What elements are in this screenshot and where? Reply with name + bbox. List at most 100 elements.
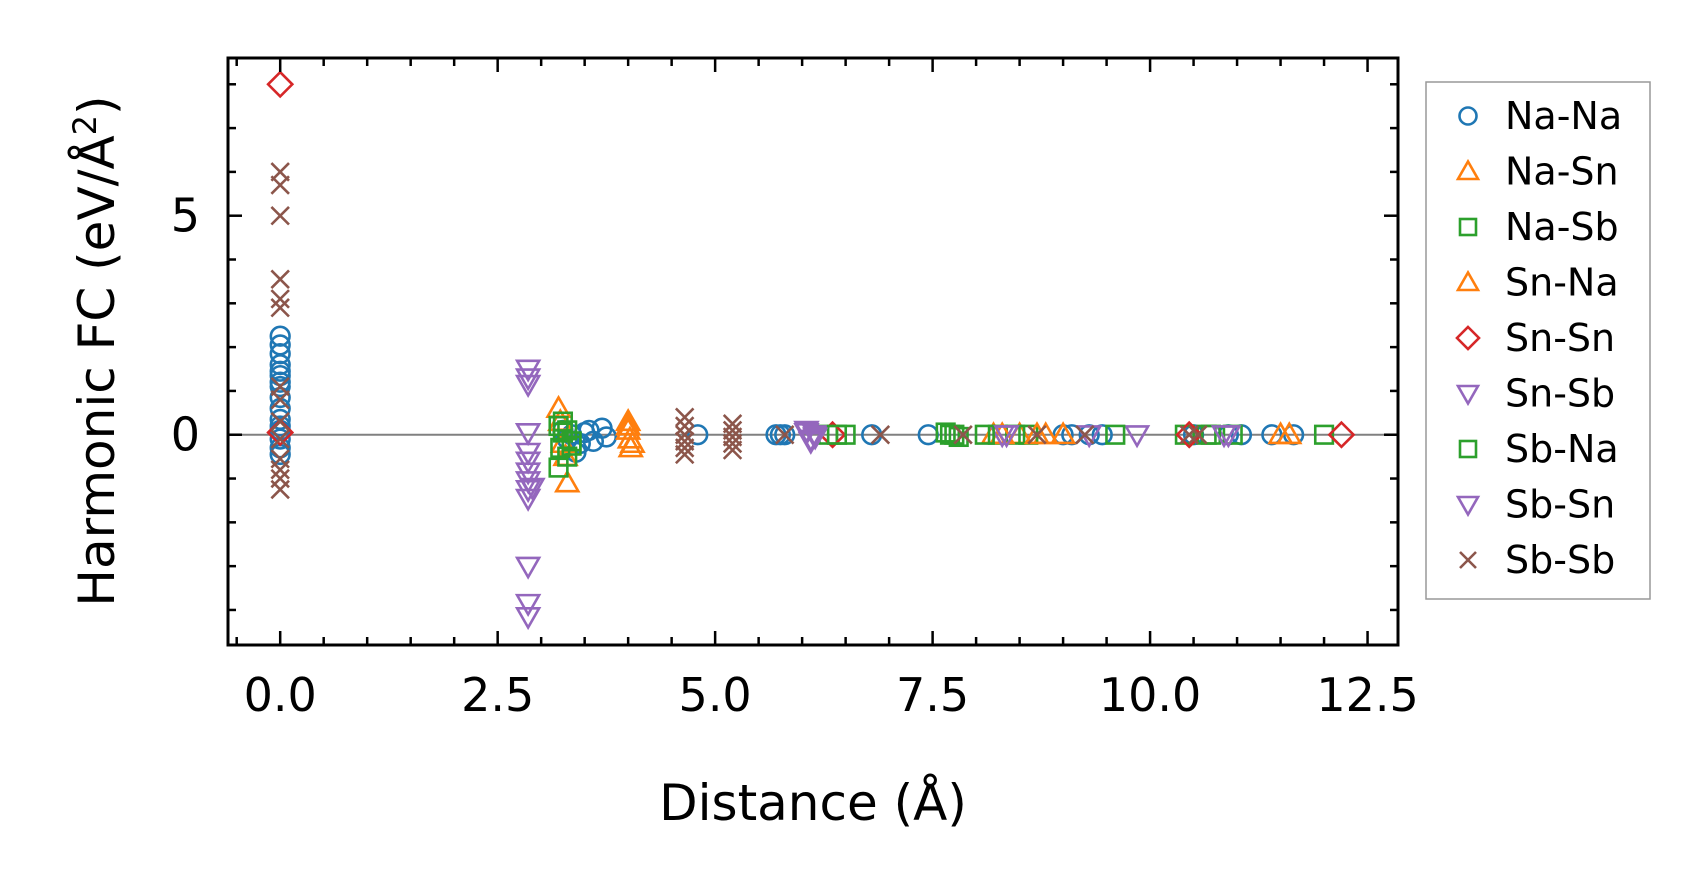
axis-ticks-layer <box>228 58 1398 645</box>
x-tick-label: 7.5 <box>896 668 969 722</box>
point-sb-sb <box>270 411 290 432</box>
legend-marker-sn-sb <box>1455 384 1481 407</box>
point-sn-na <box>614 412 642 436</box>
point-na-na <box>774 424 796 446</box>
legend-item-sn-sb: Sn-Sb <box>1455 372 1615 416</box>
point-sn-sb <box>519 477 546 501</box>
x-tick-label: 0.0 <box>244 668 317 722</box>
point-sb-sn <box>801 427 829 451</box>
legend-label-sb-sb: Sb-Sb <box>1505 538 1615 582</box>
point-sb-sb <box>775 425 795 445</box>
legend-item-sb-sb: Sb-Sb <box>1459 538 1615 582</box>
point-na-na <box>595 426 618 448</box>
point-sn-na <box>617 434 644 458</box>
point-sb-sb <box>270 205 290 226</box>
point-na-na <box>269 428 291 450</box>
legend-label-na-na: Na-Na <box>1505 94 1622 138</box>
point-sb-sn <box>1210 425 1238 449</box>
legend-marker-na-sn <box>1455 158 1481 181</box>
y-axis-label-superscript: 2 <box>66 115 104 135</box>
legend-label-sb-na: Sb-Na <box>1505 427 1619 471</box>
legend-marker-sb-na <box>1458 439 1478 459</box>
point-sn-sn <box>1327 420 1356 449</box>
x-tick-label: 5.0 <box>679 668 752 722</box>
point-sn-sn <box>1175 420 1204 449</box>
legend-item-sn-sn: Sn-Sn <box>1455 316 1615 360</box>
legend-marker-na-na <box>1458 106 1478 126</box>
point-sb-na <box>1105 424 1126 445</box>
y-axis-label-end: ) <box>68 95 126 115</box>
y-axis-label: Harmonic FC (eV/Å2) <box>66 95 126 606</box>
x-axis-label: Distance (Å) <box>659 774 967 832</box>
x-tick-label: 12.5 <box>1316 668 1418 722</box>
point-sb-na <box>826 424 848 445</box>
point-na-na <box>269 415 291 437</box>
point-sb-sb <box>270 479 290 500</box>
point-na-na <box>687 424 709 446</box>
point-sb-sb <box>674 416 695 436</box>
point-sb-sb <box>1075 425 1095 445</box>
point-sb-sb <box>722 433 743 454</box>
point-sb-sb <box>270 289 290 309</box>
point-sn-sn <box>266 70 295 99</box>
legend-item-na-na: Na-Na <box>1458 94 1622 138</box>
point-sn-na <box>1276 421 1303 445</box>
point-na-sn <box>554 469 581 493</box>
x-tick-label: 2.5 <box>461 668 534 722</box>
legend-marker-sb-sb <box>1459 551 1477 569</box>
point-sn-sb <box>514 606 542 631</box>
legend-item-sb-sn: Sb-Sn <box>1455 483 1615 527</box>
tick-labels-layer: 0.0 2.5 5.0 7.5 10.0 12.5 0 5 <box>171 189 1419 722</box>
point-sb-sb <box>270 269 290 289</box>
point-sb-sb <box>1188 425 1208 445</box>
point-sb-sn <box>793 420 820 444</box>
legend-label-na-sb: Na-Sb <box>1505 205 1619 249</box>
point-sb-sb <box>953 425 973 445</box>
point-sb-sb <box>270 429 290 449</box>
point-na-sb <box>1313 424 1335 445</box>
point-sb-sn <box>797 431 825 455</box>
point-sb-na <box>974 424 995 445</box>
point-sb-sb <box>270 460 290 480</box>
point-sn-sb <box>514 422 542 447</box>
legend-item-sb-na: Sb-Na <box>1458 427 1619 471</box>
legend-item-na-sn: Na-Sn <box>1455 150 1619 194</box>
point-sn-sb <box>1123 425 1151 449</box>
point-sb-na <box>1200 424 1222 445</box>
point-na-na <box>269 360 291 382</box>
series-sn-sn <box>266 70 1356 449</box>
point-sn-sb <box>514 368 542 392</box>
point-sb-sb <box>674 444 695 465</box>
point-sn-sb <box>514 374 542 398</box>
point-sb-na <box>557 420 578 441</box>
legend-marker-sn-na <box>1455 269 1481 292</box>
legend-label-sn-sb: Sn-Sb <box>1505 372 1615 416</box>
point-sb-na <box>561 435 582 456</box>
point-na-sb <box>948 426 969 448</box>
point-na-sn <box>1049 421 1077 445</box>
point-sn-sb <box>514 451 542 475</box>
point-sb-sb <box>674 438 695 458</box>
legend-marker-sb-sn <box>1455 495 1481 518</box>
point-na-sb <box>548 457 569 478</box>
point-sb-sb <box>270 175 290 195</box>
legend-label-na-sn: Na-Sn <box>1505 150 1619 194</box>
plot-frame <box>226 56 1400 647</box>
y-tick-label: 0 <box>171 408 200 462</box>
point-sb-sb <box>1027 425 1047 445</box>
point-sb-sb <box>674 407 695 427</box>
legend-marker-na-sb <box>1458 217 1478 237</box>
series-sn-na <box>614 412 1303 458</box>
legend: Na-Na Na-Sn Na-Sb Sn-Na Sn-Sn Sn-Sb Sb-Na Sb-Sn… <box>1425 81 1651 600</box>
legend-marker-sn-sn <box>1455 325 1481 351</box>
point-sn-na <box>988 421 1016 445</box>
series-sn-sb <box>514 359 1242 631</box>
point-sn-sb <box>514 593 542 618</box>
point-sb-sb <box>870 425 891 445</box>
point-sn-na <box>1023 421 1051 445</box>
y-tick-label: 5 <box>171 189 200 243</box>
legend-item-sn-na: Sn-Na <box>1455 261 1619 305</box>
series-sb-sb <box>270 162 1208 500</box>
legend-label-sn-na: Sn-Na <box>1505 261 1619 305</box>
